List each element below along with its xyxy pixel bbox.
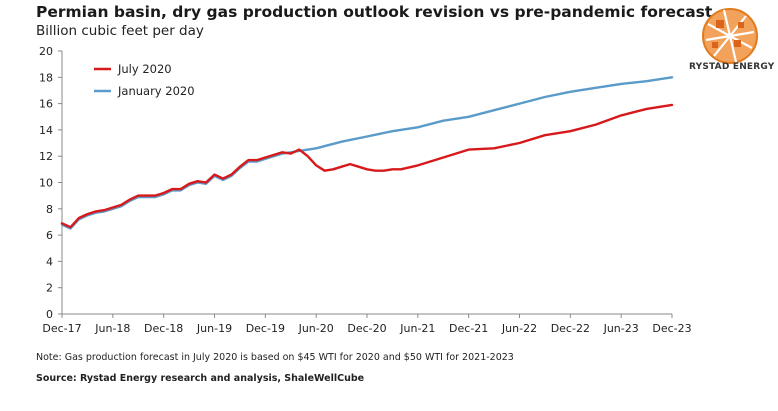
x-tick-label: Dec-21 [449, 322, 488, 335]
rystad-energy-logo-icon [702, 8, 758, 64]
y-tick-label: 0 [46, 308, 53, 321]
y-tick-label: 12 [39, 150, 53, 163]
series-layer [60, 76, 674, 230]
x-tick-label: Dec-20 [347, 322, 386, 335]
x-tick-label: Jun-21 [399, 322, 435, 335]
legend-label-july-2020: July 2020 [117, 62, 172, 76]
x-tick-label: Jun-22 [501, 322, 537, 335]
legend-background [88, 58, 206, 104]
chart-title: Permian basin, dry gas production outloo… [36, 3, 713, 21]
x-tick-label: Dec-22 [551, 322, 590, 335]
y-tick-label: 10 [39, 177, 53, 190]
chart-source: Source: Rystad Energy research and analy… [36, 373, 365, 384]
y-tick-label: 8 [46, 203, 53, 216]
chart-subtitle: Billion cubic feet per day [36, 23, 204, 39]
y-tick-label: 20 [39, 45, 53, 58]
y-tick-label: 2 [46, 282, 53, 295]
x-tick-label: Jun-20 [298, 322, 334, 335]
chart-note: Note: Gas production forecast in July 20… [36, 352, 514, 363]
logo-text: RYSTAD ENERGY [689, 62, 775, 72]
legend-label-january-2020: January 2020 [117, 84, 195, 98]
y-tick-label: 16 [39, 98, 53, 111]
y-tick-label: 6 [46, 229, 53, 242]
legend: July 2020 January 2020 [88, 58, 206, 104]
x-tick-label: Jun-18 [94, 322, 130, 335]
series-line-july-2020 [60, 103, 674, 229]
y-tick-label: 14 [39, 124, 53, 137]
x-axis: Dec-17 Jun-18 Dec-18 Jun-19 Dec-19 Jun-20 Dec-… [42, 313, 692, 335]
x-tick-label: Dec-17 [42, 322, 81, 335]
y-tick-label: 18 [39, 71, 53, 84]
y-tick-label: 4 [46, 255, 53, 268]
x-tick-label: Dec-19 [246, 322, 285, 335]
x-tick-label: Jun-19 [196, 322, 232, 335]
x-tick-label: Dec-18 [144, 322, 183, 335]
y-axis: 0 2 4 6 8 10 12 14 16 18 20 [39, 45, 63, 321]
x-tick-label: Jun-23 [603, 322, 639, 335]
x-tick-label: Dec-23 [652, 322, 691, 335]
